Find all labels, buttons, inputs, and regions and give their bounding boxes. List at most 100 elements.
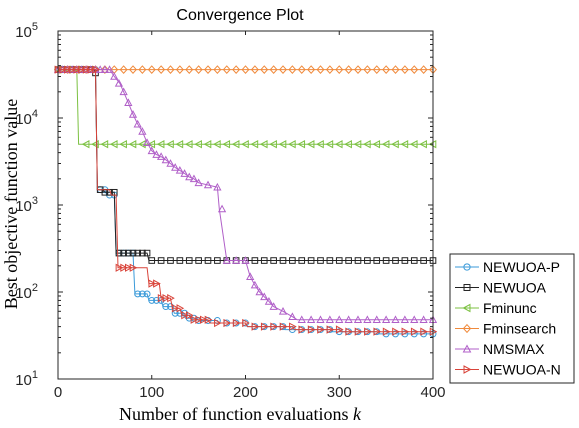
data-point-fminsearch [250,65,259,74]
data-point-newuoa [420,257,427,264]
data-point-newuoa-p [148,296,156,304]
data-point-newuoa [289,257,296,264]
data-point-newuoa-n [345,327,353,336]
data-point-nmsmax [180,169,189,177]
data-point-newuoa [204,257,212,264]
data-point-fminsearch [419,65,428,74]
data-point-nmsmax [105,65,114,73]
data-point-newuoa-n [382,327,391,336]
data-point-fminunc [100,140,109,149]
axes: 0 100 200 300 400 101 102 103 104 105 [15,21,445,401]
data-point-newuoa-n [326,325,335,334]
data-point-fminsearch [363,65,372,74]
data-point-newuoa-n [401,327,410,336]
data-point-nmsmax [100,65,110,73]
x-tick-label: 400 [420,384,445,401]
x-tick-label: 300 [327,384,352,401]
data-point-nmsmax [217,204,227,213]
data-point-newuoa-n [64,65,72,74]
data-point-fminunc [409,140,418,149]
legend-item-newuoa-p: NEWUOA-P [455,259,560,275]
series-line-newuoa [58,69,433,261]
data-point-fminunc [222,140,231,149]
series-fminsearch [54,65,437,74]
data-point-fminsearch [204,65,212,74]
legend: NEWUOA-P NEWUOA Fminunc Fminsearch NMSMAX NEW… [449,253,575,384]
data-point-newuoa [392,257,399,264]
data-point-fminsearch [260,65,269,74]
data-point-nmsmax [255,287,264,296]
data-point-fminsearch [166,65,175,74]
data-point-fminunc [419,140,427,149]
data-point-fminunc [306,140,315,149]
data-point-fminunc [334,140,343,149]
data-point-fminsearch [382,65,391,74]
data-point-newuoa [167,257,174,264]
data-point-nmsmax [114,79,124,87]
data-point-fminunc [297,140,306,149]
data-point-newuoa [185,257,193,264]
data-point-nmsmax [175,166,185,174]
data-point-newuoa-p [162,303,170,311]
data-point-newuoa-n [420,327,428,336]
data-point-fminsearch [100,65,109,74]
y-tick-label: 105 [15,21,38,41]
data-point-nmsmax [400,315,410,324]
data-point-fminunc [400,140,409,149]
data-point-nmsmax [325,315,335,324]
data-point-newuoa-n [129,263,138,272]
data-point-fminsearch [354,65,362,74]
data-point-fminsearch [147,65,156,74]
data-point-nmsmax [124,98,133,106]
data-point-fminunc [241,140,249,149]
series-line-fminunc [58,69,433,145]
legend-item-nmsmax: NMSMAX [455,341,545,357]
data-point-nmsmax [260,292,269,301]
data-point-fminunc [128,140,137,149]
data-point-fminsearch [213,65,222,74]
data-point-fminsearch [279,65,287,74]
data-point-nmsmax [278,306,288,315]
data-point-newuoa-n [195,315,203,324]
data-point-fminunc [316,140,324,149]
data-point-nmsmax [138,127,147,135]
data-point-fminunc [184,140,193,149]
data-point-nmsmax [410,315,419,324]
data-point-newuoa-n [181,311,189,320]
legend-marker [463,284,471,291]
data-point-newuoa [279,257,287,264]
data-point-fminsearch [241,65,250,74]
data-point-newuoa [134,249,141,257]
data-point-newuoa-n [59,65,68,74]
data-point-fminunc [344,140,352,149]
data-point-newuoa [354,257,362,264]
data-point-newuoa-n [157,294,166,303]
data-point-nmsmax [335,315,344,324]
data-point-newuoa [317,257,324,264]
data-point-newuoa-n [354,327,363,336]
data-point-newuoa-n [148,279,157,288]
data-point-newuoa-n [190,315,199,324]
data-point-newuoa-n [364,327,372,336]
data-point-nmsmax [269,302,278,310]
data-point-nmsmax [316,315,325,324]
legend-item-newuoa-n: NEWUOA-N [455,362,561,378]
legend-item-fminsearch: Fminsearch [455,321,556,337]
data-point-fminsearch [288,65,297,74]
data-point-newuoa [410,257,418,264]
data-point-fminsearch [335,65,344,74]
data-point-newuoa [195,257,202,264]
data-point-fminsearch [269,65,278,74]
data-point-fminunc [372,140,381,149]
data-point-fminunc [81,140,90,149]
data-point-nmsmax [222,256,231,264]
data-point-newuoa [382,257,390,264]
data-point-fminunc [213,140,221,149]
data-point-newuoa-p [138,290,146,298]
data-point-fminsearch [400,65,409,74]
data-point-newuoa-n [279,322,288,331]
legend-marker [463,263,471,271]
data-point-newuoa-n [392,327,400,336]
data-point-newuoa-n [204,315,213,324]
